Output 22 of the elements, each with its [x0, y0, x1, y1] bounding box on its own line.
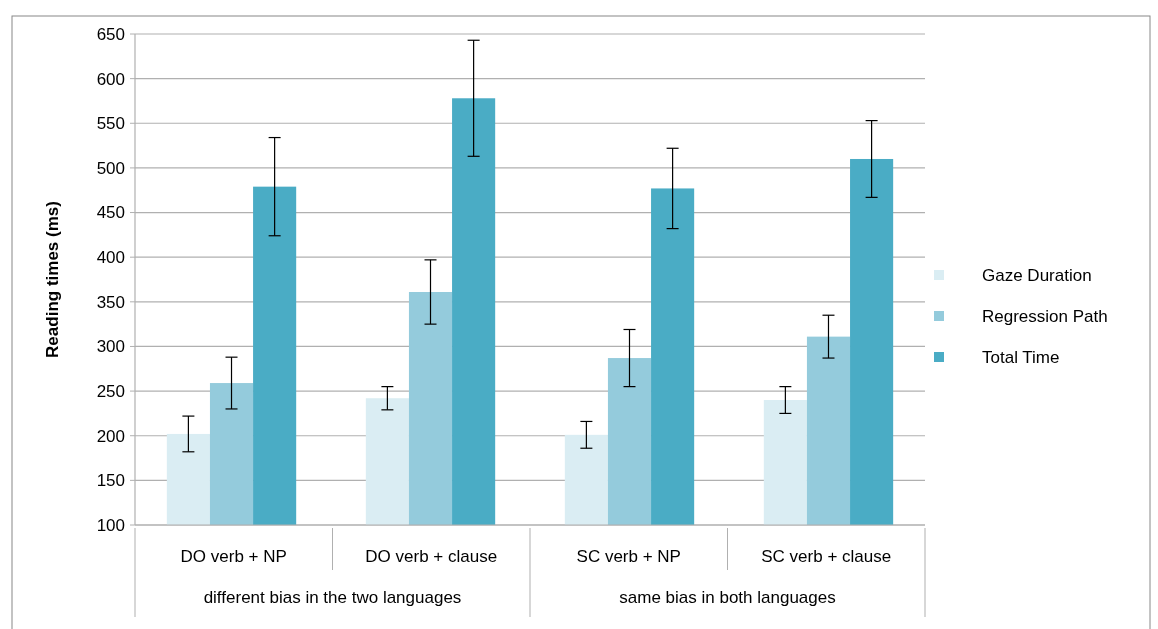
y-tick-label: 650 — [96, 24, 125, 44]
y-tick-label: 100 — [96, 515, 125, 535]
x-tick-label: SC verb + NP — [576, 546, 681, 566]
y-tick-label: 550 — [96, 114, 125, 134]
legend-label: Total Time — [982, 347, 1060, 367]
y-tick-label: 400 — [96, 248, 125, 268]
y-tick-label: 500 — [96, 158, 125, 178]
y-tick-label: 450 — [96, 203, 125, 223]
legend-label: Regression Path — [982, 306, 1108, 326]
y-tick-label: 250 — [96, 382, 125, 402]
x-tick-label: DO verb + NP — [180, 546, 287, 566]
text: same bias in both languages — [619, 588, 836, 607]
x-tick-label: DO verb + clause — [365, 546, 498, 566]
y-axis-title: Reading times (ms) — [43, 201, 62, 358]
y-tick-label: 150 — [96, 471, 125, 491]
y-tick-label: 600 — [96, 69, 125, 89]
y-tick-label: 300 — [96, 337, 125, 357]
y-tick-label: 200 — [96, 426, 125, 446]
text: different bias in the two languages — [203, 588, 462, 607]
y-tick-label: 350 — [96, 292, 125, 312]
x-tick-label: SC verb + clause — [761, 546, 892, 566]
legend-label: Gaze Duration — [982, 265, 1092, 285]
